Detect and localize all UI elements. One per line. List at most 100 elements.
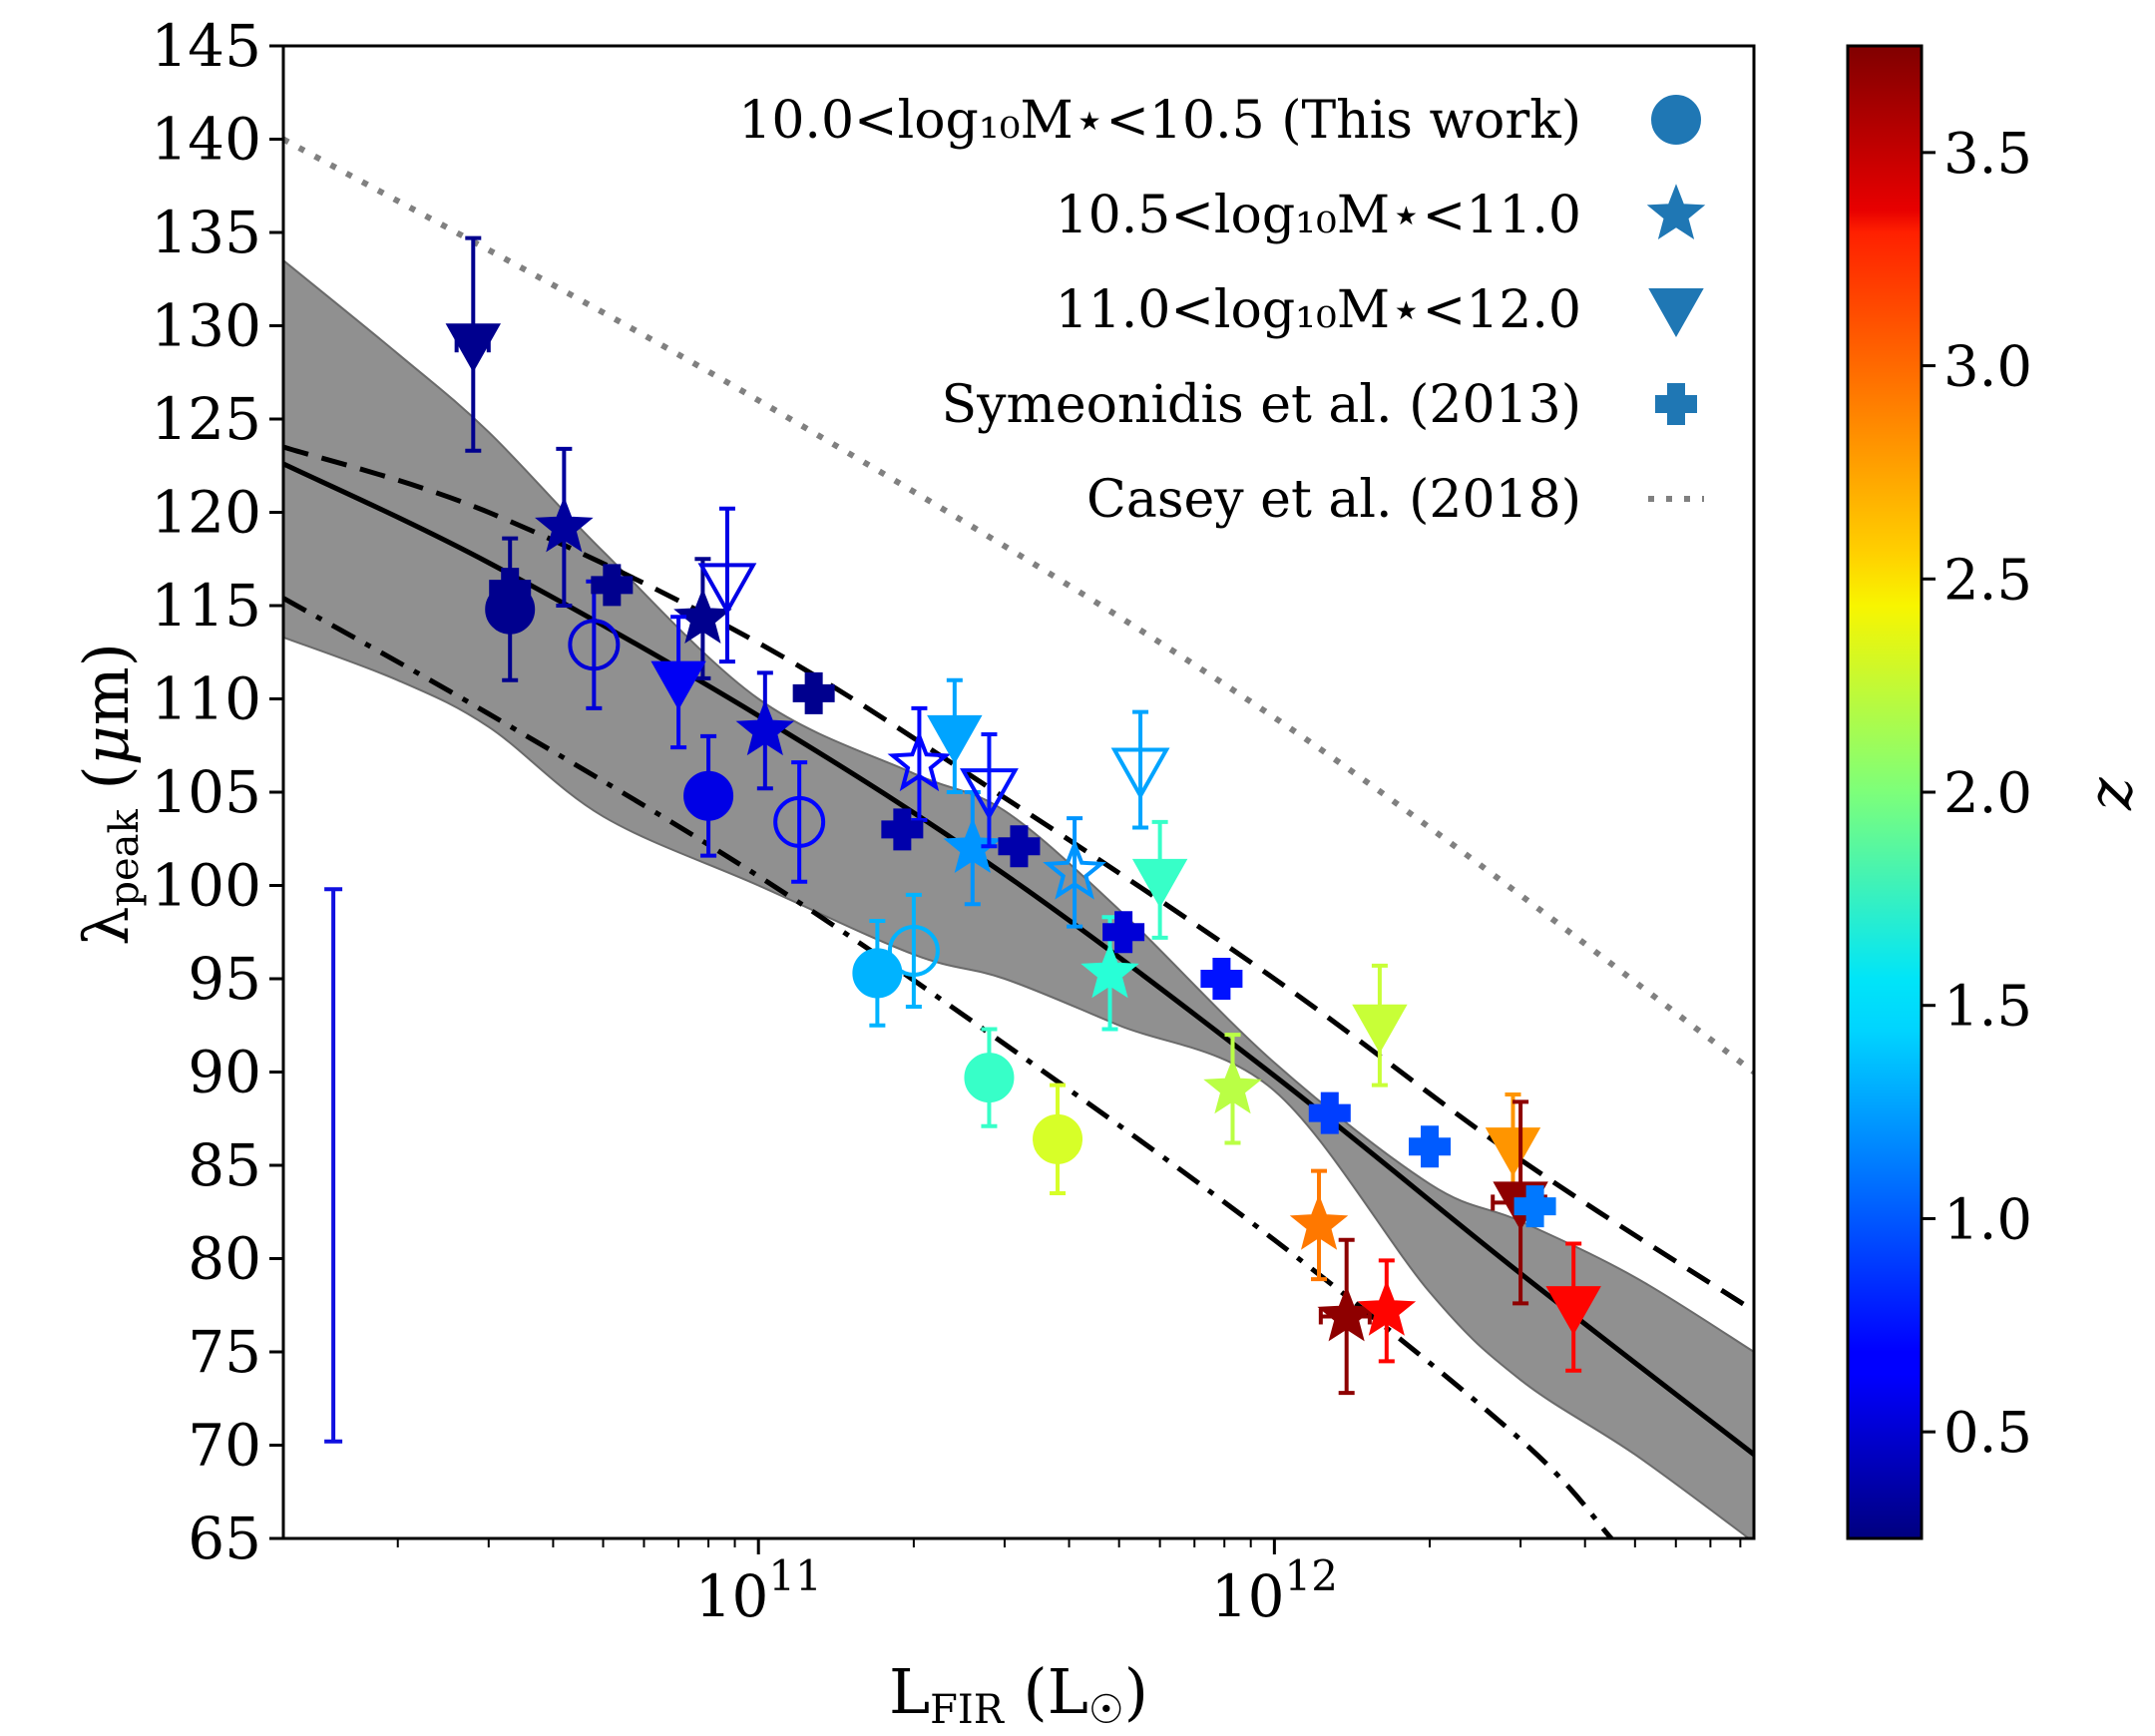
legend-triangle-down-marker — [1648, 288, 1704, 338]
y-tick-label: 80 — [188, 1225, 261, 1293]
plus-marker — [1102, 911, 1145, 954]
point-plus-8 — [1409, 1125, 1452, 1168]
triangle-down-marker — [960, 768, 1019, 821]
point-circle-3 — [773, 760, 826, 884]
plus-marker — [591, 564, 634, 607]
triangle-down-marker — [1485, 1127, 1541, 1177]
legend-entry-0: 10.0<log₁₀M⋆<10.5 (This work) — [738, 91, 1701, 151]
point-star-9 — [1317, 1237, 1376, 1396]
colorbar-tick-label: 2.0 — [1943, 761, 2032, 826]
y-tick-label: 120 — [151, 479, 261, 547]
circle-marker — [683, 770, 734, 821]
plus-marker — [1308, 1091, 1351, 1134]
star-marker — [1080, 942, 1139, 999]
colorbar-tick-label: 1.0 — [1943, 1187, 2032, 1252]
legend-entry-4: Casey et al. (2018) — [1086, 470, 1704, 530]
point-star-10 — [1357, 1258, 1417, 1364]
y-tick-label: 140 — [151, 106, 261, 174]
triangle-down-marker — [650, 660, 706, 710]
plus-marker — [792, 671, 835, 714]
point-triangle-down-5 — [1110, 709, 1170, 830]
confidence-band — [283, 258, 1754, 1538]
x-tick-label: 1012 — [1211, 1551, 1338, 1630]
point-plus-9 — [1513, 1185, 1556, 1228]
circle-marker — [568, 619, 621, 671]
legend-circle-marker — [1651, 95, 1701, 145]
plus-marker — [881, 808, 924, 851]
y-tick-label: 65 — [188, 1505, 261, 1572]
plus-marker — [998, 825, 1041, 868]
point-star-8 — [1289, 1168, 1349, 1282]
point-plus-0 — [489, 568, 532, 611]
point-star-5 — [1043, 816, 1106, 929]
colorbar-tick-label: 0.5 — [1943, 1401, 2032, 1466]
point-star-3 — [887, 705, 952, 823]
colorbar-ticks: 0.5 1.0 1.5 2.0 2.5 3.0 3.5 — [1922, 122, 2032, 1466]
point-plus-6 — [1200, 958, 1243, 1000]
plus-marker — [1513, 1185, 1556, 1228]
legend-label: 11.0<log₁₀M⋆<12.0 — [1056, 280, 1581, 340]
colorbar-label: z — [2084, 777, 2155, 811]
circle-marker — [773, 795, 826, 848]
legend-plus-marker — [1655, 383, 1697, 425]
legend-entry-2: 11.0<log₁₀M⋆<12.0 — [1056, 280, 1704, 340]
data-points — [445, 235, 1601, 1396]
y-tick-label: 135 — [151, 199, 261, 266]
point-star-2 — [735, 670, 795, 791]
star-marker — [535, 496, 594, 553]
colorbar-tick-label: 3.5 — [1943, 122, 2032, 187]
y-tick-label: 70 — [188, 1412, 261, 1480]
y-tick-label: 95 — [188, 945, 261, 1013]
plus-marker — [1409, 1125, 1452, 1168]
colorbar-tick-label: 2.5 — [1943, 548, 2032, 613]
point-triangle-down-2 — [697, 506, 757, 664]
y-tick-label: 100 — [151, 852, 261, 920]
y-tick-label: 130 — [151, 292, 261, 360]
curve-lower — [283, 596, 1614, 1538]
point-circle-5 — [887, 892, 940, 1010]
y-tick-label: 90 — [188, 1039, 261, 1106]
y-tick-label: 85 — [188, 1131, 261, 1199]
circle-marker — [1033, 1113, 1083, 1164]
legend-label: Casey et al. (2018) — [1086, 470, 1581, 530]
star-marker — [943, 817, 1003, 874]
point-star-7 — [1203, 1033, 1262, 1145]
star-marker — [1289, 1194, 1349, 1250]
legend: 10.0<log₁₀M⋆<10.5 (This work) 10.5<log₁₀M… — [738, 91, 1706, 530]
point-triangle-down-10 — [1545, 1241, 1601, 1373]
legend-entry-1: 10.5<log₁₀M⋆<11.0 — [1056, 184, 1706, 245]
point-triangle-down-7 — [1352, 963, 1408, 1087]
star-marker — [735, 699, 795, 756]
point-star-4 — [943, 790, 1003, 907]
legend-entry-3: Symeonidis et al. (2013) — [942, 375, 1697, 435]
point-circle-2 — [683, 733, 734, 858]
triangle-down-marker — [445, 323, 502, 373]
star-marker — [1357, 1280, 1417, 1336]
representative-error-bar — [324, 887, 343, 1444]
y-tick-label: 125 — [151, 385, 261, 453]
triangle-down-marker — [1352, 1004, 1408, 1054]
y-axis-label: λpeak (μm) — [70, 643, 148, 946]
y-tick-label: 75 — [188, 1318, 261, 1386]
curve-upper — [283, 444, 1754, 1313]
circle-marker — [852, 948, 903, 999]
triangle-down-marker — [927, 714, 983, 764]
point-triangle-down-8 — [1485, 1091, 1541, 1205]
legend-label: 10.5<log₁₀M⋆<11.0 — [1056, 186, 1581, 245]
uncertainty-band — [283, 258, 1754, 1538]
star-marker — [1043, 838, 1106, 900]
point-plus-7 — [1308, 1091, 1351, 1134]
point-circle-6 — [964, 1027, 1015, 1128]
point-triangle-down-4 — [960, 732, 1019, 849]
y-tick-label: 105 — [151, 758, 261, 826]
point-plus-1 — [591, 564, 634, 607]
y-tick-label: 115 — [151, 572, 261, 640]
point-circle-4 — [852, 919, 903, 1028]
axis-ticks: 65 70 75 80 85 90 95 100 105 110 115 120 125 130 135 14… — [151, 12, 1742, 1630]
star-marker — [1203, 1058, 1262, 1114]
circle-marker — [887, 924, 940, 977]
point-triangle-down-3 — [927, 677, 983, 794]
legend-label: 10.0<log₁₀M⋆<10.5 (This work) — [738, 91, 1581, 151]
colorbar-tick-label: 1.5 — [1943, 975, 2032, 1040]
